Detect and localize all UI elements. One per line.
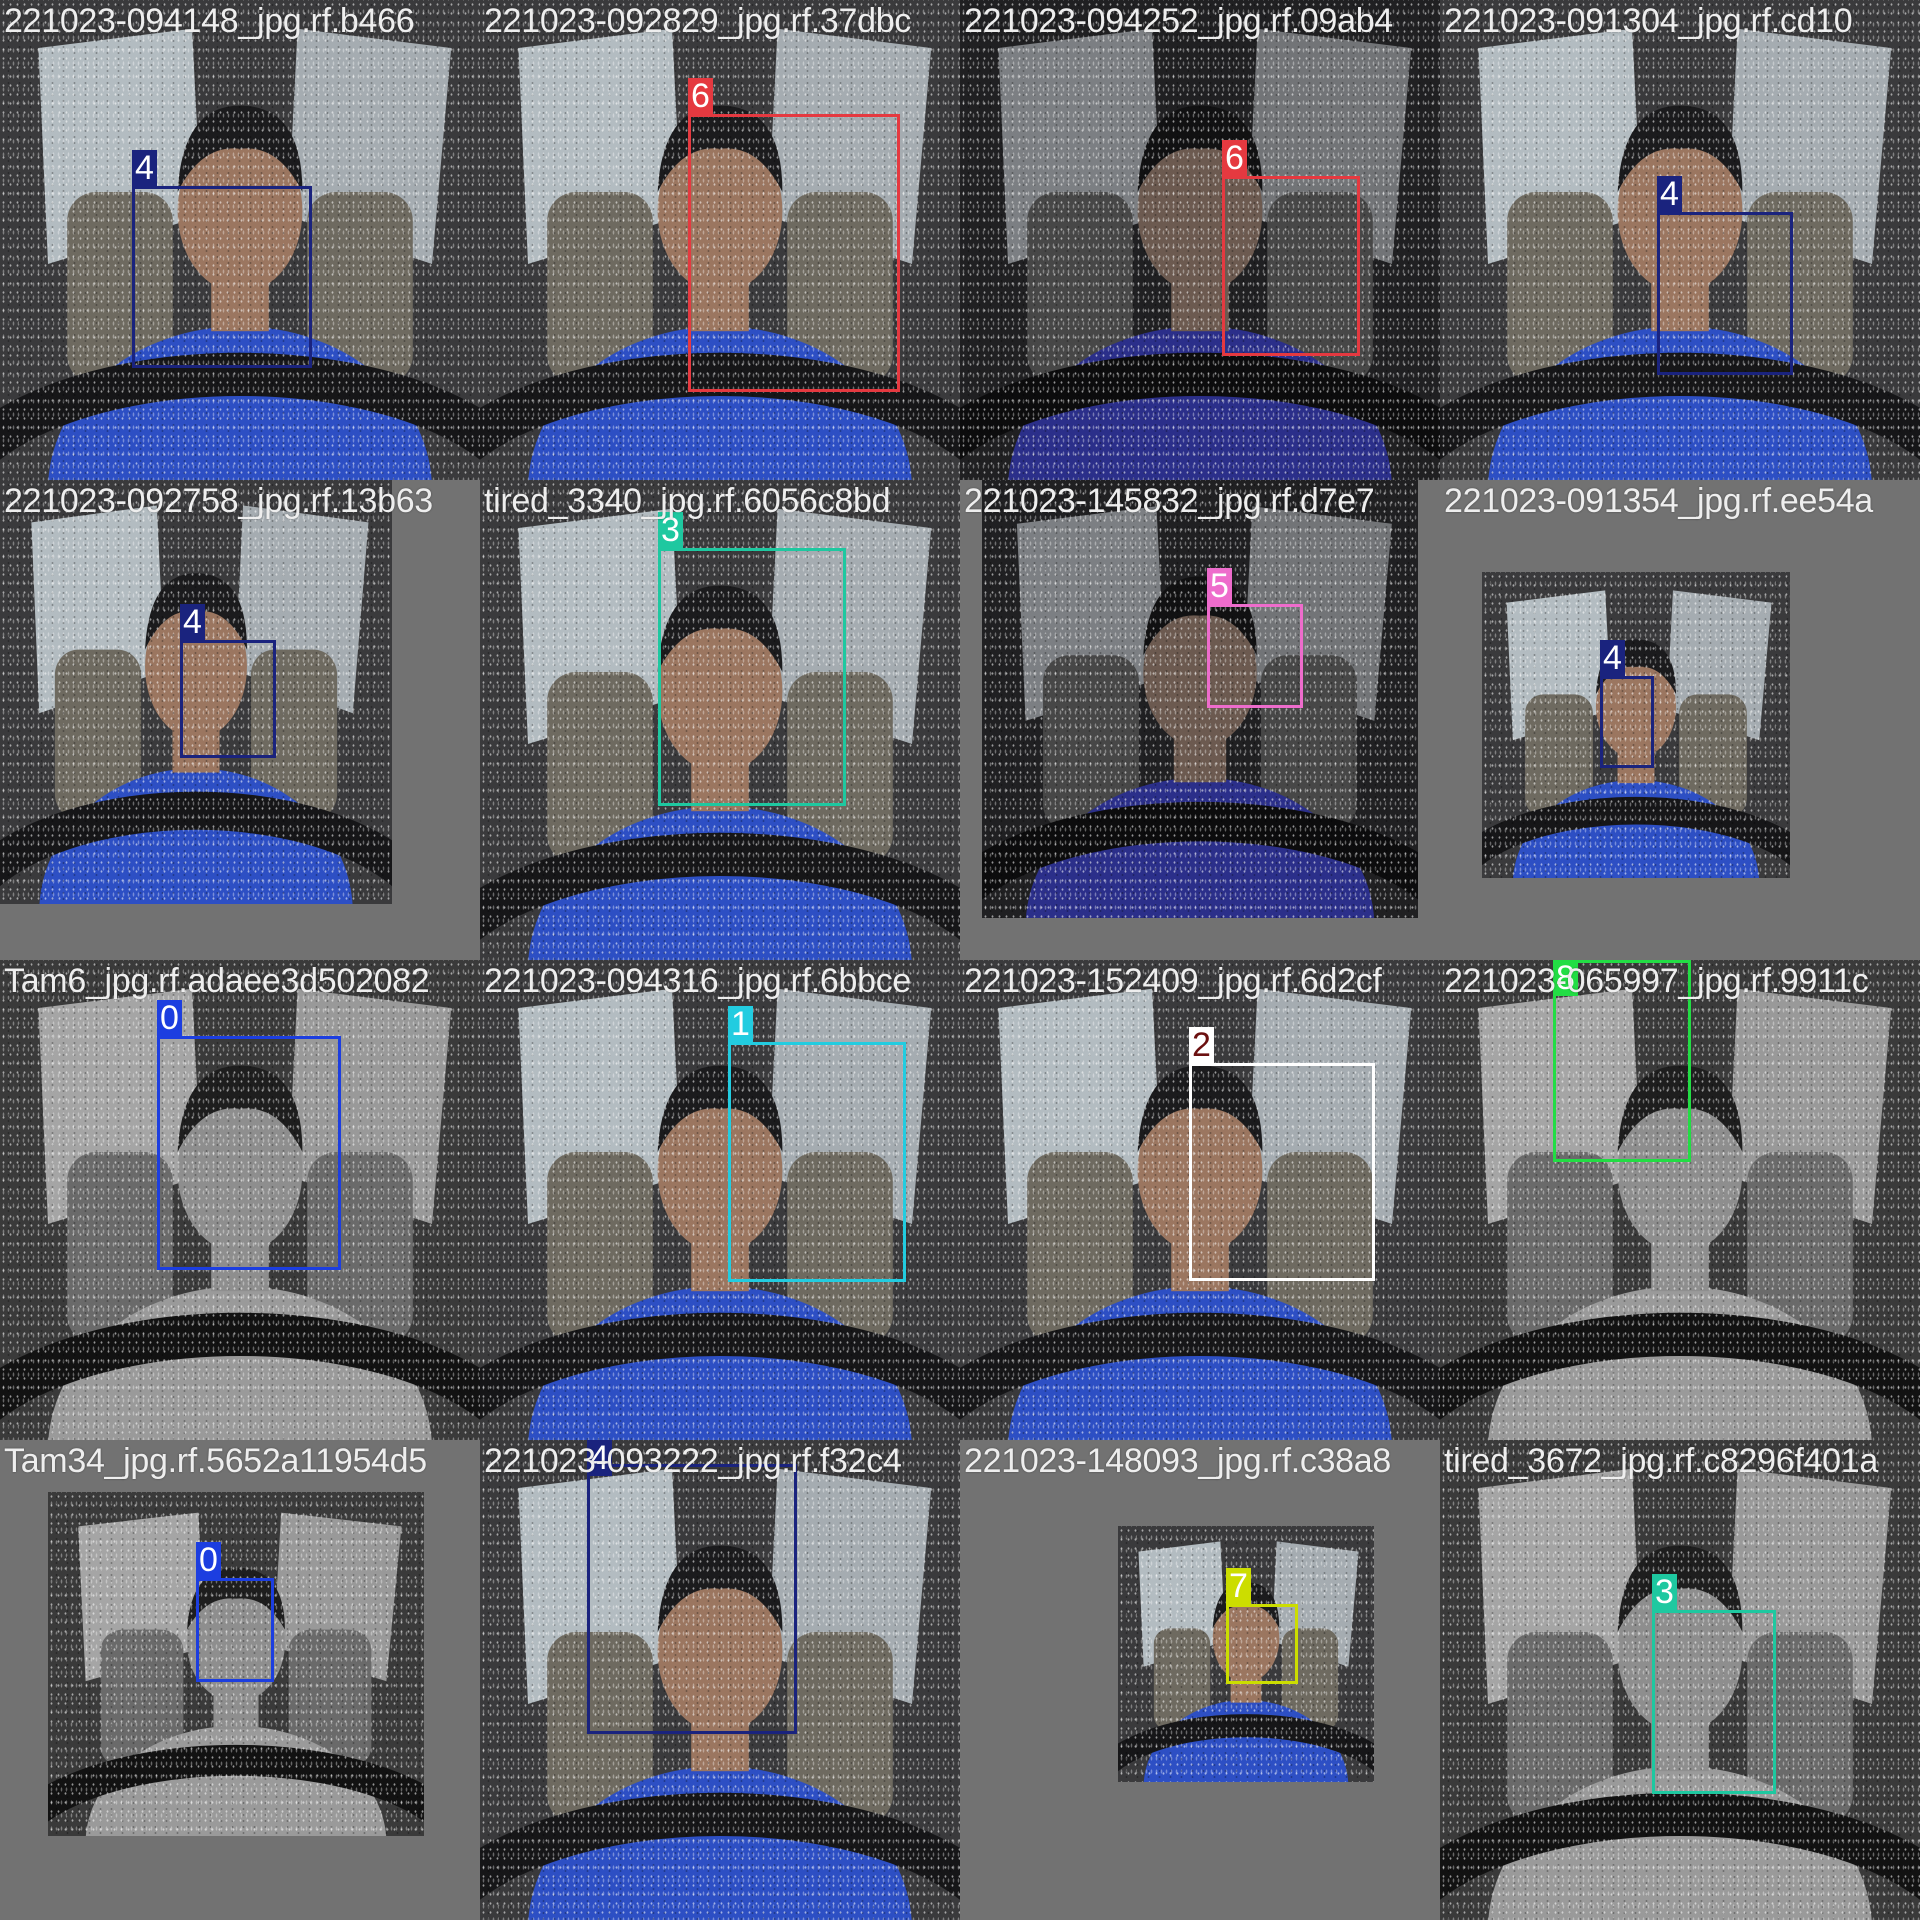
- image-tile: 7 221023-148093_jpg.rf.c38a8: [960, 1440, 1440, 1920]
- class-label: 5: [1207, 568, 1232, 604]
- image-tile: 3 tired_3340_jpg.rf.6056c8bd: [480, 480, 960, 960]
- class-label: 4: [1600, 640, 1625, 676]
- filename-label: 221023-091304_jpg.rf.cd10: [1444, 2, 1853, 40]
- image-tile: 6 221023-094252_jpg.rf.09ab4: [960, 0, 1440, 480]
- class-label: 7: [1226, 1568, 1251, 1604]
- image-tile: 4 221023-094148_jpg.rf.b466: [0, 0, 480, 480]
- class-label: 1: [728, 1006, 753, 1042]
- image-tile: 1 221023-094316_jpg.rf.6bbce: [480, 960, 960, 1440]
- image-tile: 0 Tam34_jpg.rf.5652a11954d5: [0, 1440, 480, 1920]
- class-label: 4: [180, 604, 205, 640]
- bounding-box: [1657, 212, 1793, 375]
- cabin-scene: [982, 480, 1418, 918]
- filename-label: 221023-092829_jpg.rf.37dbc: [484, 2, 912, 40]
- image-tile: 3 tired_3672_jpg.rf.c8296f401a: [1440, 1440, 1920, 1920]
- driver-photo: [960, 0, 1440, 480]
- bounding-box: [132, 186, 312, 368]
- filename-label: 221023-094252_jpg.rf.09ab4: [964, 2, 1393, 40]
- class-label: 0: [157, 1000, 182, 1036]
- bounding-box: [1189, 1063, 1375, 1281]
- filename-label: 221023-145832_jpg.rf.d7e7: [964, 482, 1375, 520]
- bounding-box: [658, 548, 846, 806]
- bounding-box: [196, 1578, 274, 1682]
- filename-label: tired_3672_jpg.rf.c8296f401a: [1444, 1442, 1878, 1480]
- filename-label: Tam34_jpg.rf.5652a11954d5: [4, 1442, 427, 1480]
- class-label: 2: [1189, 1027, 1214, 1063]
- bounding-box: [1553, 960, 1691, 1162]
- image-tile: 4 221023-093222_jpg.rf.f32c4: [480, 1440, 960, 1920]
- class-label: 3: [658, 512, 683, 548]
- class-label: 4: [132, 150, 157, 186]
- class-label: 0: [196, 1542, 221, 1578]
- image-tile: 4 221023-092758_jpg.rf.13b63: [0, 480, 480, 960]
- filename-label: 221023-094316_jpg.rf.6bbce: [484, 962, 912, 1000]
- bounding-box: [728, 1042, 906, 1282]
- filename-label: 221023-093222_jpg.rf.f32c4: [484, 1442, 902, 1480]
- image-tile: 5 221023-145832_jpg.rf.d7e7: [960, 480, 1440, 960]
- image-tile: 4 221023-091354_jpg.rf.ee54a: [1440, 480, 1920, 960]
- bounding-box: [1652, 1610, 1776, 1794]
- bounding-box: [157, 1036, 341, 1270]
- image-tile: 4 221023-091304_jpg.rf.cd10: [1440, 0, 1920, 480]
- bounding-box: [587, 1464, 797, 1734]
- filename-label: 221023-065997_jpg.rf.9911c: [1444, 962, 1869, 1000]
- bounding-box: [180, 640, 276, 758]
- image-tile: 0 Tam6_jpg.rf.adaee3d502082: [0, 960, 480, 1440]
- class-label: 3: [1652, 1574, 1677, 1610]
- filename-label: 221023-091354_jpg.rf.ee54a: [1444, 482, 1873, 520]
- filename-label: 221023-092758_jpg.rf.13b63: [4, 482, 433, 520]
- class-label: 6: [1222, 140, 1247, 176]
- driver-photo: [982, 480, 1418, 918]
- class-label: 8: [1553, 960, 1578, 996]
- bounding-box: [1226, 1604, 1298, 1684]
- bounding-box: [688, 114, 900, 392]
- class-label: 4: [1657, 176, 1682, 212]
- bounding-box: [1600, 676, 1654, 768]
- filename-label: 221023-094148_jpg.rf.b466: [4, 2, 415, 40]
- bounding-box: [1222, 176, 1360, 356]
- class-label: 6: [688, 78, 713, 114]
- driver-photo: [1118, 1526, 1374, 1782]
- image-tile: 8 221023-065997_jpg.rf.9911c: [1440, 960, 1920, 1440]
- filename-label: 221023-152409_jpg.rf.6d2cf: [964, 962, 1382, 1000]
- image-tile: 6 221023-092829_jpg.rf.37dbc: [480, 0, 960, 480]
- cabin-scene: [960, 0, 1440, 480]
- filename-label: Tam6_jpg.rf.adaee3d502082: [4, 962, 430, 1000]
- filename-label: tired_3340_jpg.rf.6056c8bd: [484, 482, 891, 520]
- bounding-box: [1207, 604, 1303, 708]
- class-label: 4: [587, 1440, 612, 1476]
- filename-label: 221023-148093_jpg.rf.c38a8: [964, 1442, 1392, 1480]
- image-tile: 2 221023-152409_jpg.rf.6d2cf: [960, 960, 1440, 1440]
